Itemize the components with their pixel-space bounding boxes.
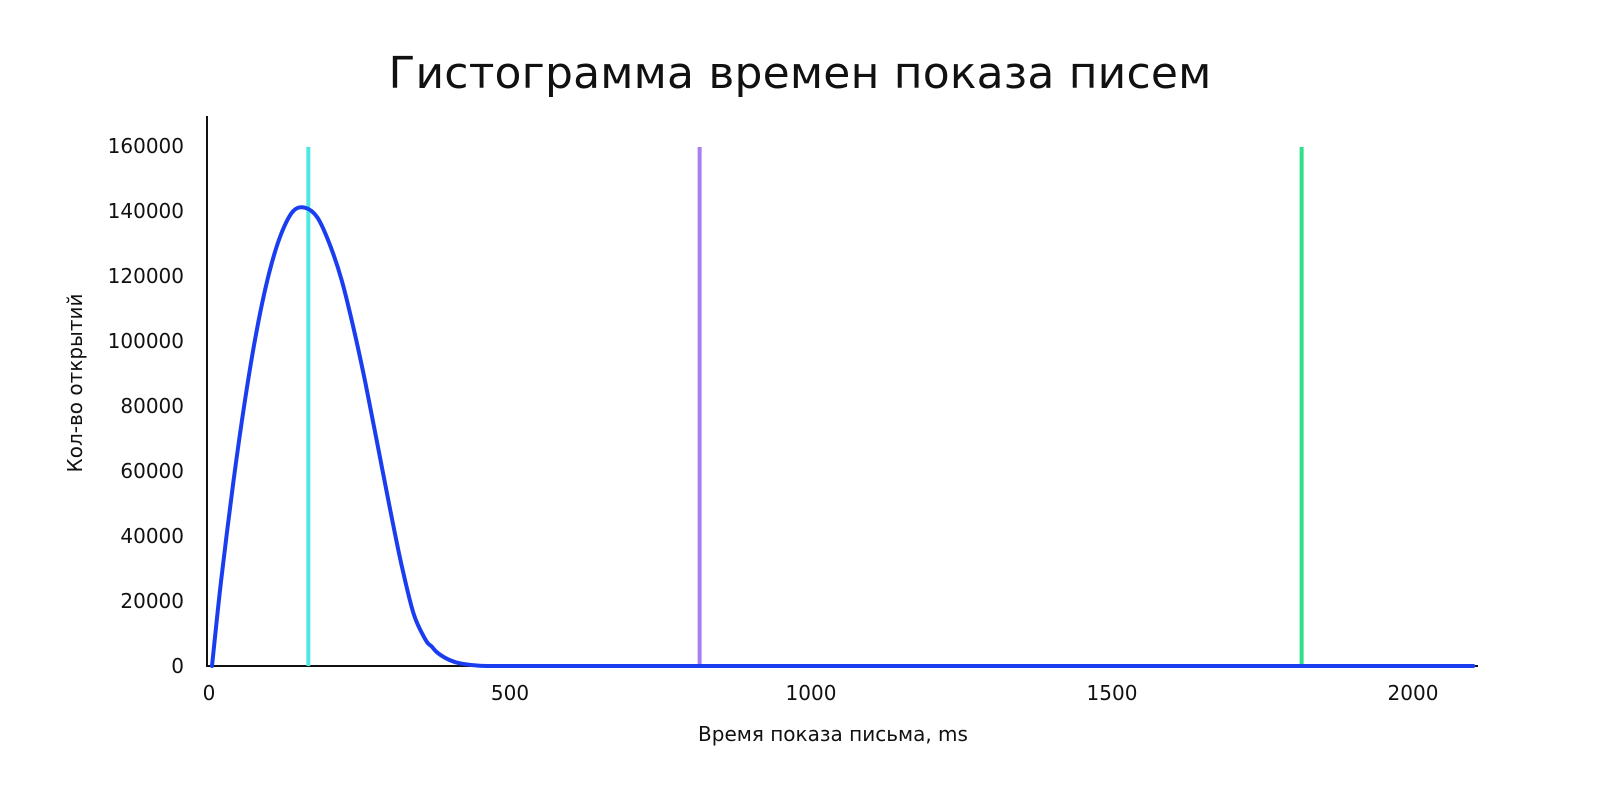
x-axis-label: Время показа письма, ms xyxy=(698,722,968,746)
x-tick-label: 1500 xyxy=(1087,681,1138,705)
series-group xyxy=(210,205,1476,669)
chart-title: Гистограмма времен показа писем xyxy=(388,48,1212,99)
y-tick-labels: 0 20000 40000 60000 80000 100000 120000 140000 1… xyxy=(108,134,184,678)
y-tick-label: 100000 xyxy=(108,329,184,353)
y-tick-label: 80000 xyxy=(120,394,184,418)
marker-lines xyxy=(306,147,1304,666)
x-tick-label: 0 xyxy=(203,681,216,705)
x-tick-label: 2000 xyxy=(1388,681,1439,705)
y-tick-label: 0 xyxy=(171,654,184,678)
y-axis-label: Кол-во открытий xyxy=(63,294,87,473)
y-tick-label: 140000 xyxy=(108,199,184,223)
x-tick-label: 1000 xyxy=(786,681,837,705)
series-line-1 xyxy=(210,205,1476,669)
y-tick-label: 20000 xyxy=(120,589,184,613)
axes-group xyxy=(206,116,1478,667)
x-tick-label: 500 xyxy=(491,681,529,705)
y-tick-label: 160000 xyxy=(108,134,184,158)
y-tick-label: 120000 xyxy=(108,264,184,288)
y-tick-label: 60000 xyxy=(120,459,184,483)
x-tick-labels: 0 500 1000 1500 2000 xyxy=(203,681,1439,705)
y-tick-label: 40000 xyxy=(120,524,184,548)
